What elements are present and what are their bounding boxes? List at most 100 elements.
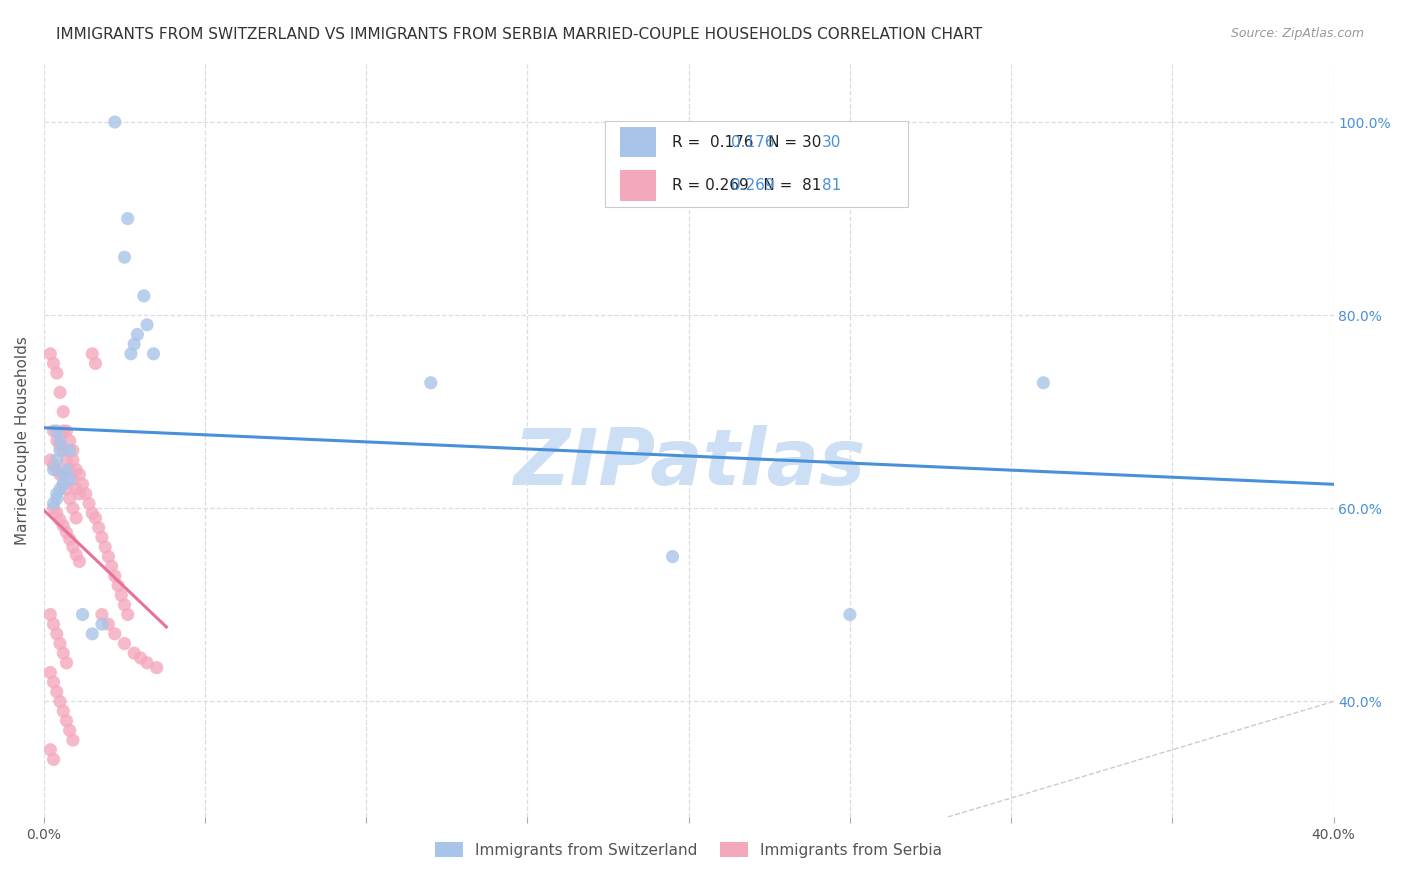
Point: [45, 491, 67, 506]
FancyBboxPatch shape: [620, 170, 657, 201]
Point: [127, 327, 149, 342]
Point: [82, 506, 104, 520]
Point: [39, 453, 62, 467]
Point: [49, 694, 72, 708]
Point: [42, 458, 65, 472]
Point: [90, 530, 112, 544]
Point: [52, 477, 75, 491]
Point: [67, 554, 90, 568]
Point: [62, 443, 84, 458]
Point: [45, 424, 67, 438]
Point: [97, 617, 120, 632]
Point: [65, 548, 87, 562]
Point: [39, 665, 62, 680]
Point: [84, 511, 107, 525]
Point: [45, 627, 67, 641]
Point: [136, 656, 159, 670]
Point: [104, 569, 127, 583]
Point: [45, 685, 67, 699]
Point: [82, 347, 104, 361]
Point: [42, 752, 65, 766]
Text: R = 0.269   N =  81: R = 0.269 N = 81: [672, 178, 821, 193]
Point: [62, 733, 84, 747]
Point: [122, 337, 145, 351]
Point: [55, 525, 77, 540]
Y-axis label: Married-couple Households: Married-couple Households: [15, 336, 30, 545]
Point: [45, 463, 67, 477]
Point: [42, 501, 65, 516]
Point: [45, 506, 67, 520]
Point: [67, 467, 90, 482]
Point: [122, 646, 145, 660]
Point: [55, 656, 77, 670]
Point: [100, 559, 122, 574]
Point: [90, 607, 112, 622]
Point: [59, 463, 82, 477]
Point: [114, 598, 136, 612]
Point: [39, 743, 62, 757]
Point: [107, 578, 129, 592]
Point: [72, 607, 94, 622]
Point: [145, 660, 167, 674]
Point: [62, 472, 84, 486]
Point: [59, 434, 82, 448]
Point: [72, 477, 94, 491]
Point: [117, 211, 139, 226]
Text: R =  0.176   N = 30: R = 0.176 N = 30: [672, 135, 821, 150]
Point: [49, 636, 72, 650]
Point: [45, 487, 67, 501]
FancyBboxPatch shape: [620, 128, 657, 157]
Point: [104, 627, 127, 641]
Point: [62, 453, 84, 467]
Point: [49, 513, 72, 527]
Point: [110, 588, 132, 602]
Point: [49, 385, 72, 400]
Point: [117, 607, 139, 622]
Point: [45, 366, 67, 380]
Point: [42, 424, 65, 438]
Point: [65, 511, 87, 525]
Text: 0.176: 0.176: [731, 135, 775, 150]
Point: [59, 472, 82, 486]
Point: [52, 646, 75, 660]
Point: [97, 549, 120, 564]
Text: 30: 30: [821, 135, 841, 150]
Point: [55, 463, 77, 477]
Point: [114, 250, 136, 264]
Point: [132, 289, 155, 303]
Point: [52, 704, 75, 718]
Point: [49, 434, 72, 448]
Point: [90, 617, 112, 632]
Point: [42, 463, 65, 477]
Text: IMMIGRANTS FROM SWITZERLAND VS IMMIGRANTS FROM SERBIA MARRIED-COUPLE HOUSEHOLDS : IMMIGRANTS FROM SWITZERLAND VS IMMIGRANT…: [56, 27, 983, 42]
Point: [52, 477, 75, 491]
Point: [65, 482, 87, 496]
Legend: Immigrants from Switzerland, Immigrants from Serbia: Immigrants from Switzerland, Immigrants …: [429, 836, 948, 864]
Point: [45, 434, 67, 448]
Point: [49, 482, 72, 496]
Point: [838, 607, 860, 622]
Point: [55, 482, 77, 496]
Point: [42, 617, 65, 632]
Point: [87, 521, 110, 535]
Point: [82, 627, 104, 641]
Point: [114, 636, 136, 650]
Point: [75, 487, 97, 501]
Point: [1032, 376, 1054, 390]
Point: [419, 376, 441, 390]
Point: [120, 347, 142, 361]
Point: [77, 496, 100, 510]
Point: [39, 347, 62, 361]
Point: [142, 347, 165, 361]
Point: [136, 318, 159, 332]
Point: [104, 115, 127, 129]
Point: [94, 540, 117, 554]
Point: [49, 467, 72, 482]
Point: [42, 675, 65, 690]
Point: [59, 443, 82, 458]
FancyBboxPatch shape: [605, 120, 908, 207]
Point: [55, 714, 77, 728]
Point: [52, 467, 75, 482]
Point: [39, 607, 62, 622]
Point: [65, 463, 87, 477]
